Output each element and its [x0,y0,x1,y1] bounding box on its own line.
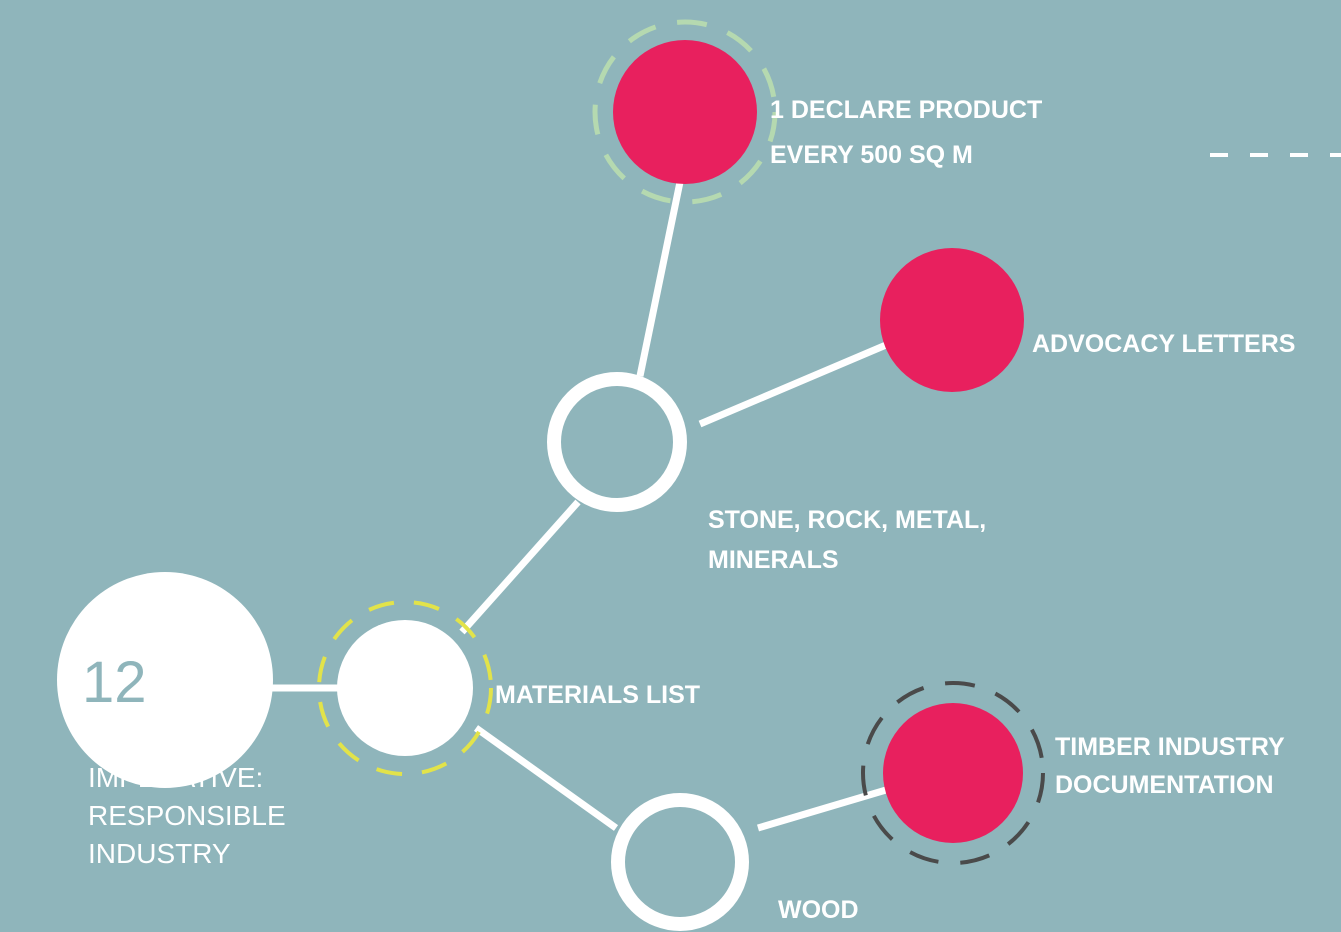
node [613,40,757,184]
imperative-label: INDUSTRY [88,838,231,869]
node-label: ADVOCACY LETTERS [1032,330,1295,358]
node [547,372,687,512]
node-label: MATERIALS LIST [495,681,700,709]
node [880,248,1024,392]
link [473,725,619,831]
link [459,499,581,635]
node-label: DOCUMENTATION [1055,771,1274,799]
imperative-label: RESPONSIBLE [88,800,286,831]
node [883,703,1023,843]
imperative-number: 12 [82,650,147,715]
dashed-ring [592,19,778,205]
node-label: MINERALS [708,546,839,574]
node-label: 1 DECLARE PRODUCT [770,96,1042,124]
imperative-label: IMPERATIVE: [88,762,263,793]
link [698,341,888,428]
node [337,620,473,756]
dashed-ring [861,681,1045,865]
imperative-circle [57,572,273,788]
node-label: STONE, ROCK, METAL, [708,506,986,534]
node [611,793,749,931]
dashed-ring [317,600,493,776]
node-label: EVERY 500 SQ M [770,141,973,169]
node-label: WOOD [778,896,859,924]
node-label: TIMBER INDUSTRY [1055,733,1285,761]
link [636,181,684,377]
link [757,786,887,832]
